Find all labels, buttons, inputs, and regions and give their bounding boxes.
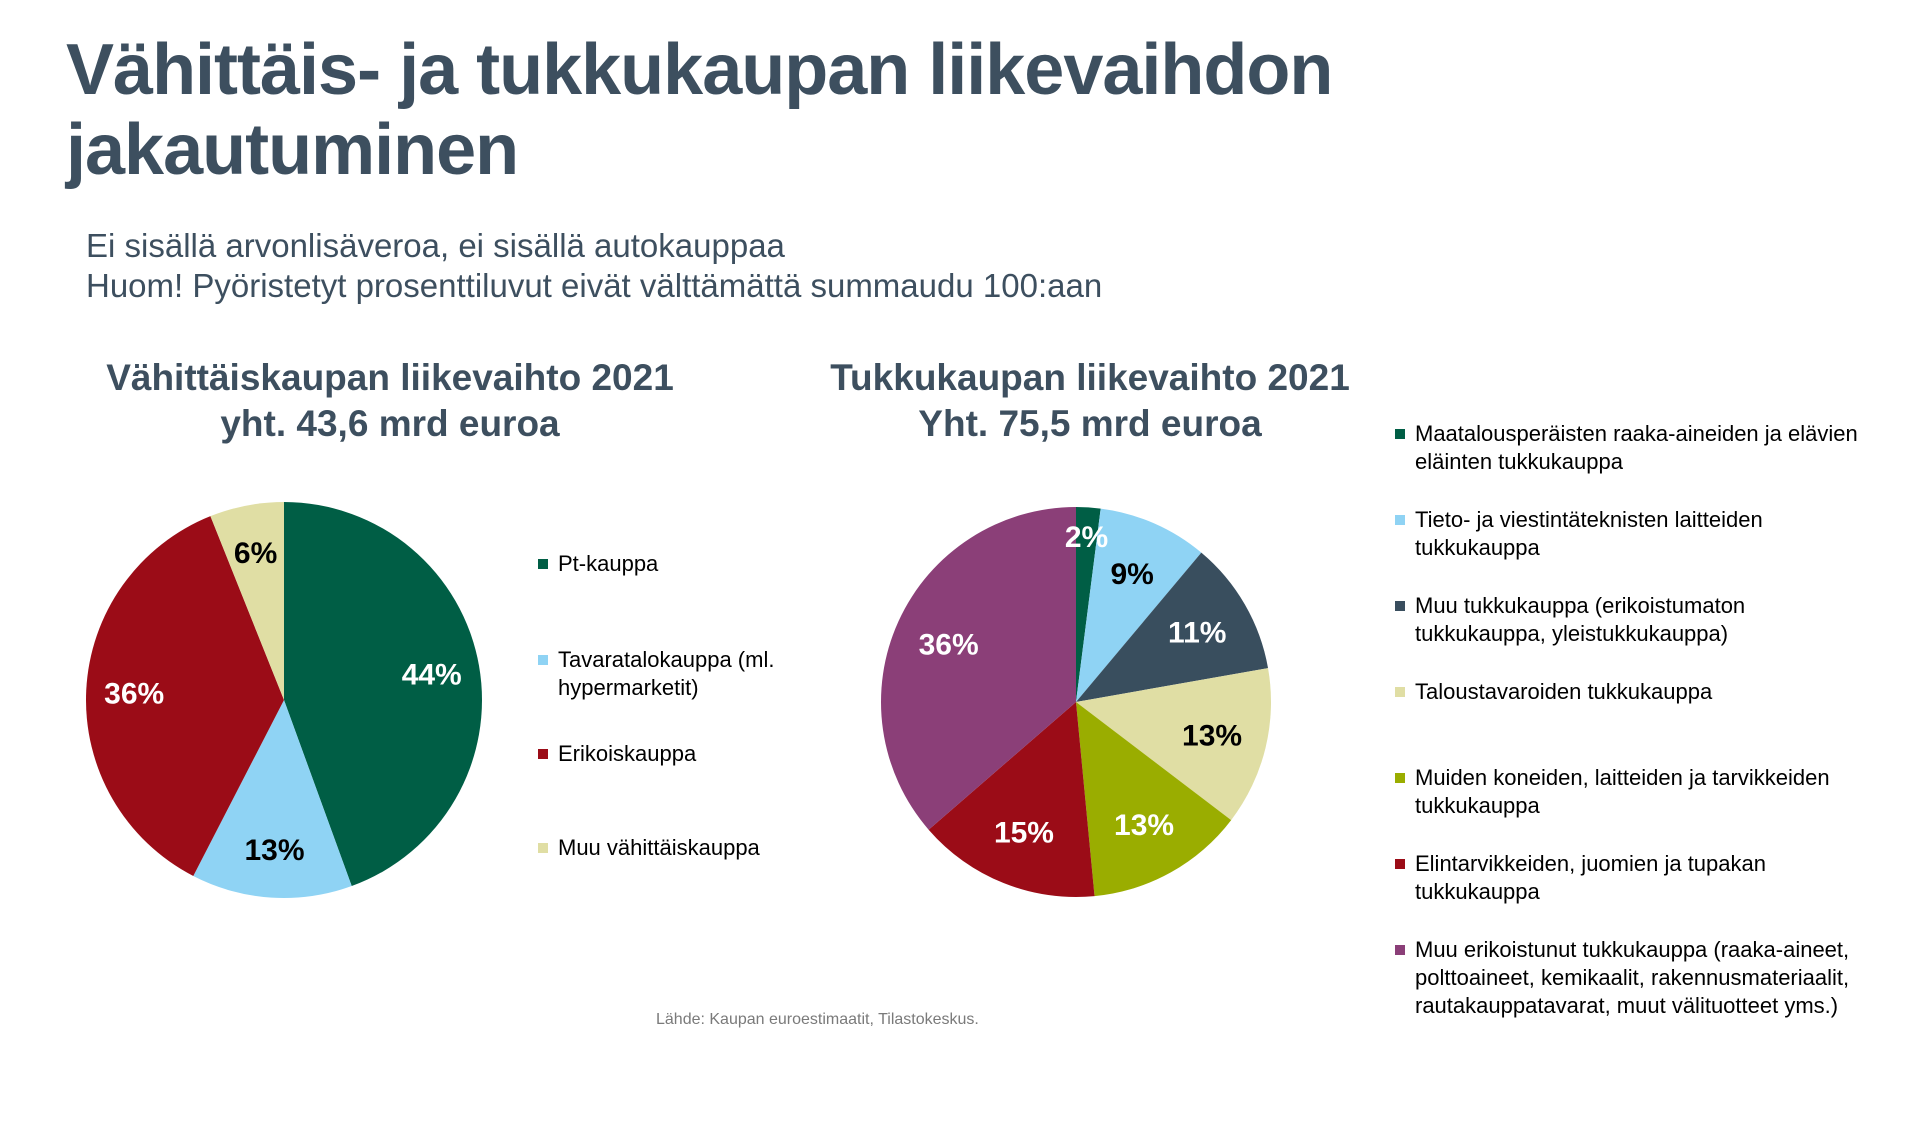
- wholesale-slice-2: [1076, 552, 1269, 702]
- legend-label: Erikoiskauppa: [558, 741, 697, 766]
- legend-item-taloustavarat: Taloustavaroiden tukkukauppa: [1395, 678, 1915, 706]
- wholesale-data-label-2: 11%: [1168, 617, 1226, 650]
- legend-swatch: [1395, 515, 1405, 525]
- wholesale-slice-6: [881, 507, 1076, 830]
- legend-label: Muu erikoistunut tukkukauppa (raaka-aine…: [1415, 937, 1850, 1018]
- wholesale-chart-title-line-1: Tukkukaupan liikevaihto 2021: [830, 357, 1350, 398]
- legend-item-tieto-viestinta: Tieto- ja viestintäteknisten laitteiden …: [1395, 506, 1815, 562]
- legend-label: Muu tukkukauppa (erikoistumaton tukkukau…: [1415, 593, 1746, 646]
- legend-item-muu-vahittaiskauppa: Muu vähittäiskauppa: [538, 834, 760, 862]
- retail-data-label-1: 13%: [244, 834, 304, 867]
- retail-slice-2: [86, 516, 285, 876]
- retail-data-label-2: 36%: [104, 677, 164, 710]
- subtitle-line-2: Huom! Pyöristetyt prosenttiluvut eivät v…: [86, 267, 1103, 304]
- legend-swatch: [1395, 601, 1405, 611]
- wholesale-data-label-3: 13%: [1182, 720, 1242, 753]
- legend-swatch: [538, 559, 548, 569]
- legend-swatch: [538, 655, 548, 665]
- wholesale-data-label-4: 13%: [1114, 809, 1174, 842]
- legend-swatch: [1395, 773, 1405, 783]
- legend-item-tavaratalokauppa: Tavaratalokauppa (ml. hypermarketit): [538, 646, 818, 702]
- legend-label: Elintarvikkeiden, juomien ja tupakan tuk…: [1415, 851, 1766, 904]
- legend-item-koneet-laitteet: Muiden koneiden, laitteiden ja tarvikkei…: [1395, 764, 1865, 820]
- legend-label: Taloustavaroiden tukkukauppa: [1415, 679, 1713, 704]
- legend-item-pt-kauppa: Pt-kauppa: [538, 550, 658, 578]
- legend-label: Maatalousperäisten raaka-aineiden ja elä…: [1415, 421, 1858, 474]
- legend-item-elintarvikkeet: Elintarvikkeiden, juomien ja tupakan tuk…: [1395, 850, 1815, 906]
- legend-swatch: [1395, 945, 1405, 955]
- retail-slice-0: [284, 502, 483, 887]
- subtitle-line-1: Ei sisällä arvonlisäveroa, ei sisällä au…: [86, 227, 785, 264]
- wholesale-slice-4: [1076, 702, 1232, 897]
- wholesale-slice-0: [1076, 507, 1101, 702]
- wholesale-chart-title: Tukkukaupan liikevaihto 2021 Yht. 75,5 m…: [780, 355, 1400, 447]
- legend-item-erikoiskauppa: Erikoiskauppa: [538, 740, 696, 768]
- wholesale-slice-1: [1076, 508, 1202, 702]
- legend-item-muu-tukkukauppa: Muu tukkukauppa (erikoistumaton tukkukau…: [1395, 592, 1795, 648]
- wholesale-slice-5: [928, 702, 1095, 897]
- retail-data-label-3: 6%: [234, 537, 277, 570]
- wholesale-data-label-5: 15%: [994, 816, 1054, 849]
- legend-label: Muiden koneiden, laitteiden ja tarvikkei…: [1415, 765, 1830, 818]
- legend-label: Muu vähittäiskauppa: [558, 835, 760, 860]
- page-title: Vähittäis- ja tukkukaupan liikevaihdon j…: [66, 30, 1333, 190]
- legend-swatch: [1395, 687, 1405, 697]
- retail-slice-1: [193, 700, 352, 898]
- legend-item-maatalous: Maatalousperäisten raaka-aineiden ja elä…: [1395, 420, 1915, 476]
- legend-swatch: [538, 843, 548, 853]
- retail-chart-title-line-1: Vähittäiskaupan liikevaihto 2021: [106, 357, 674, 398]
- retail-data-label-0: 44%: [402, 658, 462, 691]
- subtitle: Ei sisällä arvonlisäveroa, ei sisällä au…: [86, 226, 1102, 306]
- source-note: Lähde: Kaupan euroestimaatit, Tilastokes…: [656, 1011, 979, 1028]
- legend-swatch: [1395, 429, 1405, 439]
- retail-chart-title-line-2: yht. 43,6 mrd euroa: [220, 403, 560, 444]
- retail-chart-title: Vähittäiskaupan liikevaihto 2021 yht. 43…: [60, 355, 720, 447]
- legend-swatch: [538, 749, 548, 759]
- legend-label: Tieto- ja viestintäteknisten laitteiden …: [1415, 507, 1763, 560]
- wholesale-slice-3: [1076, 668, 1271, 821]
- legend-swatch: [1395, 859, 1405, 869]
- legend-label: Tavaratalokauppa (ml. hypermarketit): [558, 647, 775, 700]
- wholesale-data-label-1: 9%: [1110, 558, 1153, 591]
- wholesale-pie-chart: 2%9% 11% 13% 13% 15% 36%: [881, 507, 1271, 897]
- retail-slice-3: [210, 502, 284, 700]
- wholesale-chart-title-line-2: Yht. 75,5 mrd euroa: [918, 403, 1262, 444]
- legend-label: Pt-kauppa: [558, 551, 659, 576]
- retail-pie-chart: 44% 13% 36% 6%: [86, 502, 483, 898]
- legend-item-muu-erikoistunut: Muu erikoistunut tukkukauppa (raaka-aine…: [1395, 936, 1895, 1020]
- wholesale-data-label-6: 36%: [919, 628, 979, 661]
- wholesale-data-label-0: 2%: [1065, 521, 1108, 554]
